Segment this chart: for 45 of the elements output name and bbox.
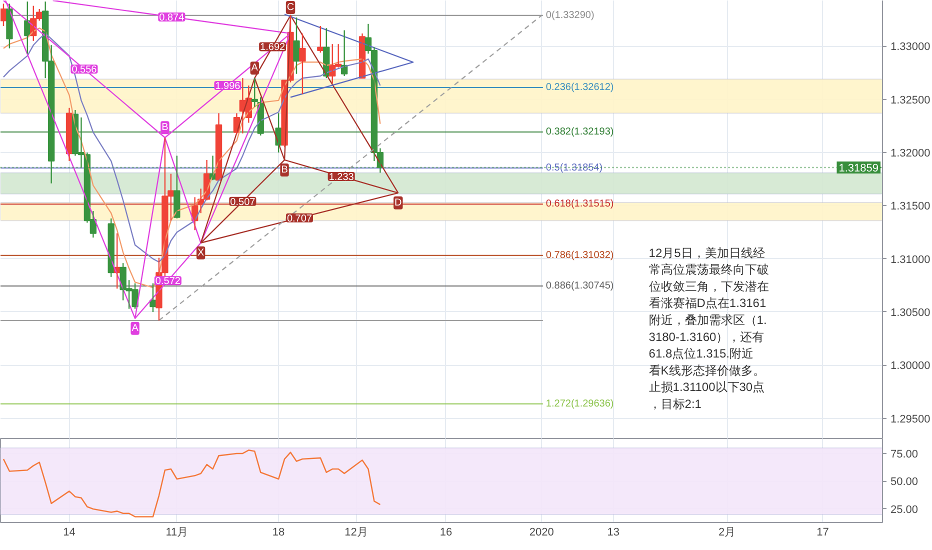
ref-line-label: 0.382(1.32193) <box>546 126 614 138</box>
x-tick-label: 18 <box>272 526 285 538</box>
y-tick-label: 1.32500 <box>890 94 930 106</box>
x-tick-label: 11月 <box>166 526 188 538</box>
x-tick-label: 2月 <box>718 526 736 538</box>
x-tick-label: 2020 <box>529 526 554 538</box>
data-label: A <box>251 62 258 74</box>
y-tick-label: 1.29500 <box>890 413 930 426</box>
data-label: B <box>281 164 288 176</box>
data-label: A <box>132 322 139 334</box>
y-tick-label: 50.00 <box>890 476 918 488</box>
y-tick-label: 1.31000 <box>890 254 930 266</box>
y-tick-label: 1.33000 <box>890 41 930 54</box>
series-label: 0.556 <box>72 64 98 76</box>
ref-line-label: 0.886(1.30745) <box>546 280 614 292</box>
ref-line-label: 0(1.33290) <box>546 10 594 21</box>
series-label: 0.707 <box>286 213 312 224</box>
y-tick-label: 75.00 <box>890 448 918 460</box>
x-tick-label: 16 <box>440 526 452 538</box>
y-tick-label: 1.31500 <box>890 200 930 213</box>
data-label: D <box>394 197 402 208</box>
ref-line-label: 0.5(1.31854) <box>546 162 603 174</box>
ref-line-label: 0.236(1.32612) <box>546 82 614 93</box>
x-tick-label: 14 <box>63 526 76 538</box>
data-label: X <box>197 247 204 258</box>
series-label: 1.996 <box>215 81 241 92</box>
y-tick-label: 1.32000 <box>890 148 930 160</box>
x-tick-label: 13 <box>607 526 620 538</box>
series-label: 0.507 <box>230 196 256 208</box>
data-label: B <box>162 122 169 134</box>
ref-line-label: 0.618(1.31515) <box>546 198 614 210</box>
x-tick-label: 17 <box>816 526 829 538</box>
ref-line-label: 1.272(1.29636) <box>546 398 614 410</box>
ref-line-label: 0.786(1.31032) <box>546 250 614 261</box>
y-tick-label: 1.30000 <box>890 360 930 372</box>
x-tick-label: 12月 <box>344 526 368 538</box>
series-label: 1.692 <box>260 42 286 54</box>
series-label: 0.874 <box>159 12 185 24</box>
y-tick-label: 1.30500 <box>890 306 930 319</box>
ref-line-label: 1.31859 <box>838 162 879 175</box>
text: 12月5日，美加日线经常高位震荡最终向下破位收敛三角，下发潜在看涨赛福D点在1.3161附近，叠加需求区（1.3180-1.3160），还有61.8点位1.315.附近看K线形态择价做多。止损1.31100以下30点，目标2:1 <box>648 246 769 411</box>
series-label: 1.233 <box>328 172 354 183</box>
series-label: 0.572 <box>155 276 181 288</box>
data-label: C <box>286 2 294 13</box>
y-tick-label: 25.00 <box>890 504 918 516</box>
